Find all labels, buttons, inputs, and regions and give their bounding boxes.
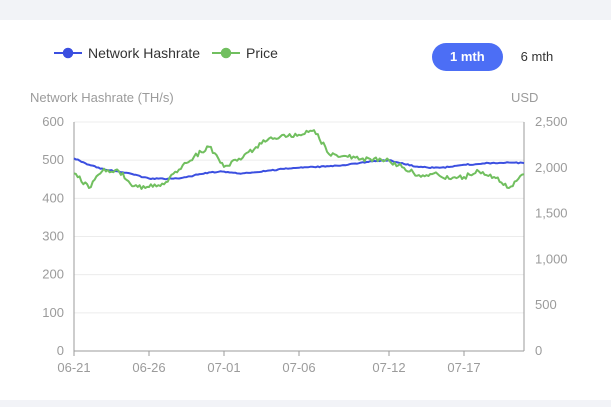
x-tick-label: 07-01: [207, 360, 240, 375]
range-button-6-month[interactable]: 6 mth: [520, 49, 554, 64]
x-tick-label: 07-17: [447, 360, 480, 375]
left-tick-label: 500: [42, 152, 64, 167]
legend-label-hashrate: Network Hashrate: [88, 45, 201, 61]
chart-card: Network Hashrate Price 1 mth 6 mth Netwo…: [0, 20, 611, 400]
legend: Network Hashrate Price: [54, 45, 278, 61]
legend-marker-hashrate: [54, 47, 82, 59]
x-tick-label: 06-26: [132, 360, 165, 375]
legend-item-price[interactable]: Price: [212, 45, 278, 61]
right-tick-label: 1,500: [535, 206, 568, 221]
left-tick-label: 300: [42, 229, 64, 244]
x-tick-label: 07-06: [282, 360, 315, 375]
hashrate-series-line: [73, 157, 525, 181]
right-tick-label: 2,000: [535, 160, 568, 175]
left-axis-title: Network Hashrate (TH/s): [30, 90, 174, 105]
right-axis-title: USD: [511, 90, 539, 105]
left-tick-label: 200: [42, 267, 64, 282]
right-tick-label: 500: [535, 297, 557, 312]
right-tick-label: 2,500: [535, 114, 568, 129]
left-tick-label: 0: [57, 343, 64, 358]
x-tick-label: 06-21: [57, 360, 90, 375]
legend-label-price: Price: [246, 45, 278, 61]
line-chart: 0 100 200 300 400 500 600 0 500 1,000 1,500 2,000 2,…: [42, 114, 568, 375]
right-tick-label: 0: [535, 343, 542, 358]
price-series-line: [73, 129, 525, 190]
range-button-1-month[interactable]: 1 mth: [432, 43, 503, 71]
left-tick-label: 600: [42, 114, 64, 129]
legend-marker-price: [212, 47, 241, 59]
left-tick-label: 100: [42, 305, 64, 320]
time-range-switch: 1 mth 6 mth: [432, 43, 571, 71]
left-tick-label: 400: [42, 190, 64, 205]
x-tick-label: 07-12: [372, 360, 405, 375]
right-tick-label: 1,000: [535, 251, 568, 266]
legend-item-hashrate[interactable]: Network Hashrate: [54, 45, 200, 61]
